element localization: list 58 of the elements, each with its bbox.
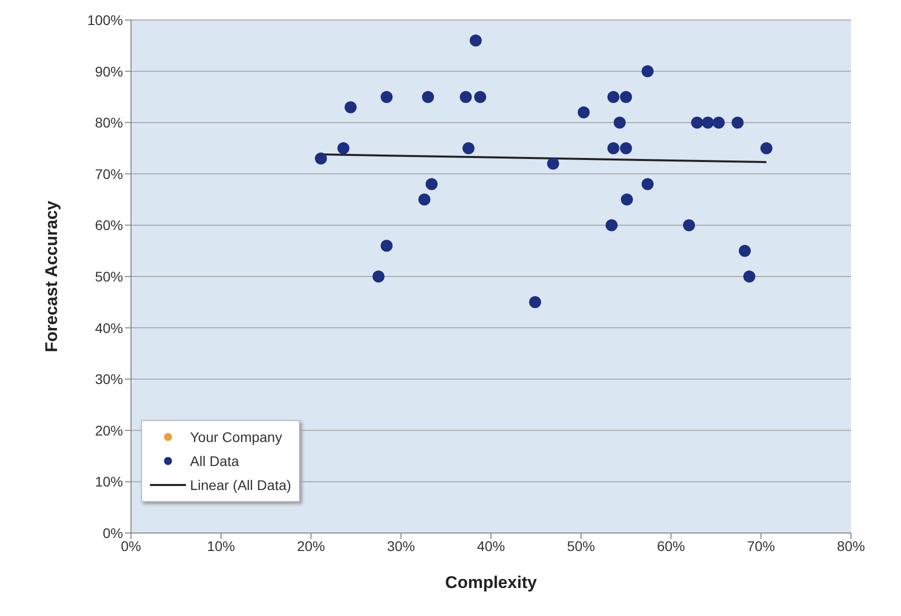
y-tick-label: 0% <box>102 524 123 541</box>
y-tick-label: 70% <box>94 166 123 182</box>
point <box>337 142 350 154</box>
point <box>460 90 472 103</box>
x-tick-label: 20% <box>296 538 326 554</box>
point <box>380 240 393 252</box>
x-tick-label: 10% <box>206 538 236 554</box>
x-tick-label: 30% <box>386 538 416 554</box>
y-tick-label: 100% <box>87 12 123 28</box>
y-tick-label: 10% <box>94 474 123 490</box>
y-axis-title: Forecast Accuracy <box>42 200 62 352</box>
point <box>578 106 590 118</box>
point <box>529 296 542 308</box>
y-tick-label: 20% <box>94 422 123 438</box>
x-tick-label: 40% <box>476 538 506 554</box>
point <box>470 34 482 47</box>
point <box>620 90 632 103</box>
legend-label: All Data <box>190 452 240 471</box>
point <box>422 90 434 103</box>
point <box>372 270 384 282</box>
legend-label: Your Company <box>190 428 282 447</box>
point <box>642 65 654 78</box>
point <box>702 116 714 129</box>
x-tick-label: 80% <box>836 538 866 554</box>
x-tick-label: 70% <box>746 538 776 554</box>
point <box>380 90 393 103</box>
y-tick-label: 50% <box>94 268 123 284</box>
y-tick-label: 30% <box>94 371 123 388</box>
point <box>606 219 618 232</box>
legend-label: Linear (All Data) <box>190 476 292 495</box>
point <box>344 101 357 114</box>
point <box>738 244 751 257</box>
point <box>462 142 474 154</box>
y-tick-label: 40% <box>94 320 123 336</box>
point <box>683 219 695 232</box>
y-tick-label: 60% <box>94 217 123 234</box>
point <box>743 270 756 282</box>
point <box>474 90 486 103</box>
point <box>614 116 626 129</box>
point <box>620 194 633 206</box>
point <box>314 152 327 165</box>
point <box>547 158 560 170</box>
x-tick-label: 60% <box>656 538 686 554</box>
x-axis-title: Complexity <box>445 573 538 592</box>
point <box>642 178 654 190</box>
point <box>426 178 438 190</box>
point <box>607 142 620 154</box>
point <box>607 90 620 103</box>
point <box>418 194 430 206</box>
point <box>732 116 744 129</box>
y-tick-label: 90% <box>94 63 123 80</box>
y-tick-label: 80% <box>94 114 123 131</box>
point <box>760 142 772 154</box>
x-tick-label: 50% <box>566 538 596 554</box>
point <box>712 116 725 129</box>
x-tick-label: 0% <box>120 538 142 554</box>
point <box>691 116 704 129</box>
point <box>620 142 632 154</box>
